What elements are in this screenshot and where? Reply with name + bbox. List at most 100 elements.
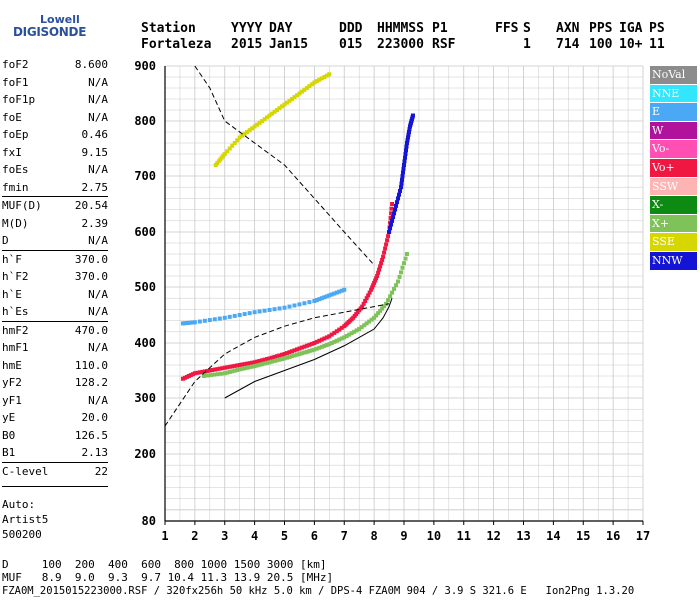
- data-point: [255, 359, 260, 364]
- data-point: [312, 299, 317, 303]
- legend-item-nnw: NNW: [650, 251, 697, 270]
- header-value-col-7: 1: [523, 37, 531, 52]
- parameter-panel: foF2 8.600 foF1 N/A foF1p N/A foE N/A foEp 0.46 fx…: [2, 56, 108, 542]
- param-separator: [2, 461, 108, 463]
- data-point: [292, 303, 297, 308]
- data-point: [398, 188, 403, 193]
- data-point: [255, 122, 260, 127]
- data-point: [299, 351, 304, 356]
- data-point: [215, 367, 220, 372]
- data-point: [380, 257, 385, 262]
- data-point: [237, 367, 242, 372]
- param-row: hmF1 N/A: [2, 339, 108, 357]
- data-point: [396, 196, 401, 201]
- header-label-col-6: FFS: [495, 21, 519, 36]
- data-point: [262, 117, 267, 122]
- data-point: [232, 313, 237, 318]
- data-point: [237, 313, 242, 317]
- param-row: M(D) 2.39: [2, 215, 108, 233]
- scaler-info-line: Auto:: [2, 498, 36, 511]
- header-label-col-11: PS: [649, 21, 665, 36]
- data-point: [312, 341, 317, 345]
- data-point: [262, 308, 267, 313]
- data-point: [403, 256, 408, 261]
- data-point: [289, 349, 294, 354]
- data-point: [399, 185, 404, 190]
- legend-item-noval: NoVal: [650, 66, 697, 84]
- legend-item-vo-: Vo+: [650, 158, 697, 177]
- data-point: [250, 360, 255, 365]
- data-point: [385, 238, 390, 243]
- data-point: [200, 369, 205, 374]
- param-name: fmin: [2, 180, 29, 194]
- x-tick-label: 3: [221, 529, 228, 543]
- data-point: [230, 143, 235, 148]
- data-point: [282, 356, 287, 361]
- data-point: [395, 200, 400, 205]
- data-point: [275, 358, 280, 363]
- param-value: 22: [94, 464, 108, 478]
- param-value: 2.13: [81, 446, 109, 459]
- header-value-col-10: 10+: [619, 37, 643, 52]
- data-point: [212, 317, 217, 322]
- data-point: [337, 289, 342, 294]
- param-row: fmin 2.75: [2, 179, 108, 197]
- data-point: [205, 373, 210, 378]
- data-point: [219, 371, 224, 376]
- data-point: [342, 335, 347, 340]
- scaler-info-line: 500200: [2, 528, 42, 541]
- data-point: [361, 301, 366, 306]
- data-point: [207, 368, 212, 373]
- data-point: [275, 108, 280, 112]
- data-point: [307, 300, 312, 305]
- data-point: [339, 325, 344, 330]
- data-point: [317, 345, 322, 350]
- param-name: yF2: [2, 376, 22, 389]
- y-tick-label: 700: [134, 169, 156, 183]
- data-point: [397, 274, 402, 279]
- data-point: [280, 104, 285, 109]
- data-point: [257, 309, 262, 314]
- data-point: [396, 279, 401, 284]
- data-point: [334, 338, 339, 343]
- data-point: [377, 267, 382, 272]
- data-point: [407, 127, 412, 132]
- x-tick-label: 11: [457, 529, 471, 543]
- data-point: [371, 283, 376, 288]
- legend-item-w: W: [650, 121, 697, 140]
- data-point: [307, 349, 312, 354]
- data-point: [297, 346, 302, 351]
- data-point: [202, 318, 207, 323]
- header-value-col-11: 11: [649, 37, 665, 52]
- trace-oblique-e-trace-e-: [180, 287, 347, 326]
- data-point: [202, 369, 207, 374]
- data-point: [332, 291, 337, 296]
- data-point: [299, 345, 304, 350]
- param-row: h`F 370.0: [2, 251, 108, 269]
- data-point: [277, 306, 282, 311]
- data-point: [332, 339, 337, 344]
- data-point: [267, 307, 272, 312]
- data-point: [309, 341, 314, 346]
- data-point: [292, 353, 297, 358]
- data-point: [392, 286, 397, 291]
- data-point: [406, 132, 411, 137]
- data-point: [334, 290, 339, 295]
- data-point: [201, 374, 206, 378]
- data-point: [405, 135, 410, 140]
- x-tick-label: 10: [427, 529, 441, 543]
- data-point: [319, 344, 324, 349]
- data-point: [240, 366, 245, 371]
- data-point: [284, 351, 289, 356]
- data-point: [237, 363, 242, 367]
- data-point: [389, 222, 394, 227]
- param-row: hmE 110.0: [2, 357, 108, 375]
- param-value: N/A: [88, 163, 108, 176]
- data-point: [282, 352, 287, 356]
- header-value-col-5: RSF: [432, 37, 456, 52]
- data-point: [289, 354, 294, 359]
- data-point: [401, 170, 406, 175]
- data-point: [372, 315, 377, 320]
- x-tick-label: 8: [371, 529, 378, 543]
- param-value: 2.39: [81, 216, 109, 230]
